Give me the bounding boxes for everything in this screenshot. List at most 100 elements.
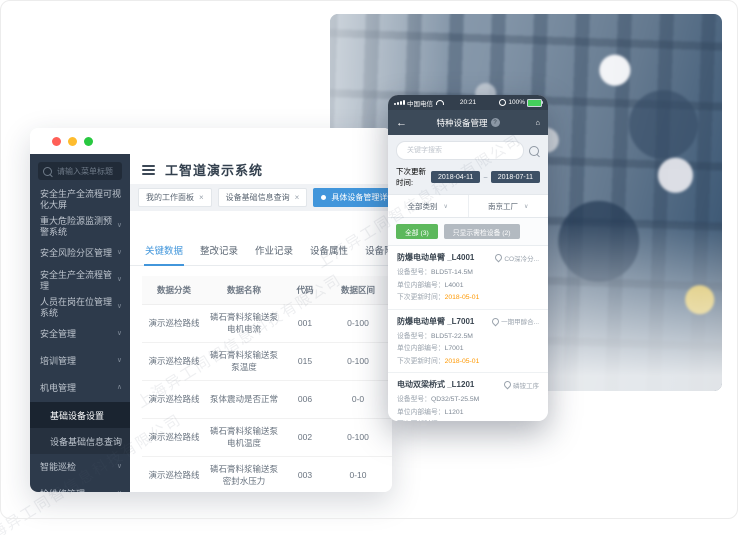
date-from-button[interactable]: 2018-04-11 xyxy=(431,171,481,183)
main-content: 工智道演示系统 我的工作面板 × 设备基础信息查询 × 具体设备管理详情 × 关… xyxy=(130,154,392,492)
sidebar-item-mech-elec[interactable]: 机电管理 ∧ xyxy=(40,383,122,394)
data-table: 数据分类 数据名称 代码 数据区间 数据控制区间 演示巡检路线 磷石膏料浆输送泵… xyxy=(142,276,392,492)
next-update-value: 2018-05-01 xyxy=(444,294,480,301)
keyword-search-input[interactable] xyxy=(405,146,515,155)
alarm-icon xyxy=(499,99,507,106)
filter-chip-all[interactable]: 全部 (3) xyxy=(396,224,438,239)
sidebar-search[interactable] xyxy=(38,162,129,180)
close-icon[interactable]: × xyxy=(294,193,300,202)
filter-chip-needs-inspection[interactable]: 只显示需检设备 (2) xyxy=(443,224,520,239)
location-pin-icon xyxy=(493,252,504,263)
next-update-value: 2018-05-01 xyxy=(444,357,480,365)
chevron-down-icon: ∨ xyxy=(116,303,122,311)
next-update-label: 下次更新时间： xyxy=(397,294,445,301)
phone-overlay: 中国电信 20:21 100% ← 特种设备管理 ? ⌂ 下次更新时间: 201… xyxy=(388,95,548,421)
internal-code-label: 单位内部编号： xyxy=(397,281,445,289)
table-row: 演示巡检路线 磷石膏料浆输送泵密封水压力 003 0-10 1.5-3.5 xyxy=(142,456,392,492)
sidebar-item-personnel[interactable]: 人员在岗在位管理系统 ∨ xyxy=(40,297,122,318)
model-value: BLD5T-22.5M xyxy=(430,332,473,340)
chevron-down-icon: ∨ xyxy=(116,222,122,230)
chevron-down-icon: ∨ xyxy=(524,203,529,210)
equipment-card[interactable]: 电动双梁桥式 _L1201 磷铵工序 设备型号：QD32/5T-25.5M 单位… xyxy=(388,373,548,421)
signal-icon xyxy=(394,100,405,105)
subtab-rectify-records[interactable]: 整改记录 xyxy=(200,246,239,257)
sidebar-item-equipment-info-query[interactable]: 设备基础信息查询 xyxy=(50,436,123,447)
phone-nav-bar: ← 特种设备管理 ? ⌂ xyxy=(388,110,548,135)
battery-icon xyxy=(527,98,543,107)
home-icon[interactable]: ⌂ xyxy=(535,118,540,127)
phone-page-title: 特种设备管理 ? xyxy=(416,117,520,129)
minimize-window-button[interactable] xyxy=(68,136,77,146)
close-window-button[interactable] xyxy=(52,136,61,146)
desktop-window: 安全生产全流程可视化大屏 重大危险源监测预警系统 ∨ 安全风险分区管理 ∨ 安全… xyxy=(30,128,392,492)
chevron-down-icon: ∨ xyxy=(116,330,122,338)
chevron-down-icon: ∨ xyxy=(116,249,122,257)
table-header-row: 数据分类 数据名称 代码 数据区间 数据控制区间 xyxy=(142,276,392,305)
model-value: BLD5T-14.5M xyxy=(430,269,473,276)
date-filter-label: 下次更新时间: xyxy=(396,167,426,187)
next-update-label: 下次更新时间： xyxy=(397,357,445,365)
internal-code-label: 单位内部编号： xyxy=(397,345,445,352)
sidebar-item-training[interactable]: 培训管理 ∨ xyxy=(40,356,122,367)
sidebar-search-input[interactable] xyxy=(55,165,129,177)
chevron-down-icon: ∨ xyxy=(116,463,122,471)
tab-equipment-detail[interactable]: 具体设备管理详情 × xyxy=(313,188,392,207)
phone-status-bar: 中国电信 20:21 100% xyxy=(388,95,548,110)
equipment-card[interactable]: 防爆电动单臂 _L4001 CO深冷分... 设备型号：BLD5T-14.5M … xyxy=(388,246,548,310)
chevron-up-icon: ∧ xyxy=(116,384,122,392)
keyword-search-field[interactable] xyxy=(396,141,524,160)
equipment-location: 磷铵工序 xyxy=(502,379,539,390)
location-pin-icon xyxy=(502,379,513,390)
sidebar-submenu: 基础设备设置 设备基础信息查询 xyxy=(30,402,130,454)
subtab-equipment-props[interactable]: 设备属性 xyxy=(310,246,349,257)
chevron-down-icon: ∨ xyxy=(443,203,448,210)
equipment-title: 防爆电动单臂 _L7001 xyxy=(397,316,475,326)
search-icon[interactable] xyxy=(529,145,539,156)
sidebar-item-safety-mgmt[interactable]: 安全管理 ∨ xyxy=(40,329,122,340)
category-dropdown[interactable]: 全部类别 ∨ xyxy=(407,201,448,211)
data-table-wrap: 数据分类 数据名称 代码 数据区间 数据控制区间 演示巡检路线 磷石膏料浆输送泵… xyxy=(142,276,392,492)
sidebar-item-smart-inspection[interactable]: 智能巡检 ∨ xyxy=(40,462,122,473)
table-row: 演示巡检路线 磷石膏料浆输送泵泵温度 015 0-100 0-65 xyxy=(142,342,392,381)
sidebar-item-maintenance[interactable]: 检维修管理 ∨ xyxy=(30,481,130,492)
zoom-window-button[interactable] xyxy=(84,136,93,146)
sidebar-item-process-mgmt[interactable]: 安全生产全流程管理 ∨ xyxy=(40,270,122,291)
subtab-attachments[interactable]: 设备附件 xyxy=(365,246,392,257)
equipment-list: 防爆电动单臂 _L4001 CO深冷分... 设备型号：BLD5T-14.5M … xyxy=(388,246,548,421)
chevron-down-icon: ∨ xyxy=(116,357,122,365)
factory-dropdown[interactable]: 南京工厂 ∨ xyxy=(467,195,549,217)
model-value: QD32/5T-25.5M xyxy=(430,396,480,403)
equipment-card[interactable]: 防爆电动单臂 _L7001 一期甲醇合... 设备型号：BLD5T-22.5M … xyxy=(388,310,548,373)
chevron-down-icon: ∨ xyxy=(116,276,122,284)
detail-subtabs: 关键数据 整改记录 作业记录 设备属性 设备附件 特种设备附件 xyxy=(130,237,392,266)
table-row: 演示巡检路线 泵体震动是否正常 006 0-0 0-0 xyxy=(142,380,392,419)
sidebar: 安全生产全流程可视化大屏 重大危险源监测预警系统 ∨ 安全风险分区管理 ∨ 安全… xyxy=(30,154,130,492)
help-icon[interactable]: ? xyxy=(490,118,500,127)
date-range-separator: ~ xyxy=(483,172,488,182)
page-title: 工智道演示系统 xyxy=(165,163,264,178)
close-icon[interactable]: × xyxy=(199,193,204,202)
sidebar-item-basic-equipment[interactable]: 基础设备设置 xyxy=(30,402,130,428)
location-pin-icon xyxy=(490,316,501,326)
internal-code-value: L7001 xyxy=(444,345,464,352)
wifi-icon xyxy=(436,100,444,105)
carrier-label: 中国电信 xyxy=(407,100,433,108)
equipment-location: CO深冷分... xyxy=(493,252,539,263)
sidebar-item-hazard-monitor[interactable]: 重大危险源监测预警系统 ∨ xyxy=(40,216,122,237)
equipment-location: 一期甲醇合... xyxy=(490,316,539,326)
sidebar-item-visual-screen[interactable]: 安全生产全流程可视化大屏 xyxy=(40,189,122,210)
subtab-key-data[interactable]: 关键数据 xyxy=(144,237,185,266)
tab-equipment-info-query[interactable]: 设备基础信息查询 × xyxy=(217,188,308,207)
tab-strip: 我的工作面板 × 设备基础信息查询 × 具体设备管理详情 × xyxy=(130,184,392,211)
sidebar-item-risk-zone[interactable]: 安全风险分区管理 ∨ xyxy=(40,248,122,259)
equipment-title: 防爆电动单臂 _L4001 xyxy=(397,253,475,262)
date-to-button[interactable]: 2018-07-11 xyxy=(490,171,540,183)
model-label: 设备型号： xyxy=(397,269,431,276)
equipment-title: 电动双梁桥式 _L1201 xyxy=(397,380,475,389)
internal-code-value: L4001 xyxy=(444,281,464,289)
tab-my-workspace[interactable]: 我的工作面板 × xyxy=(138,188,212,207)
hamburger-menu-icon[interactable] xyxy=(142,164,155,175)
subtab-work-records[interactable]: 作业记录 xyxy=(255,246,294,257)
back-arrow-icon[interactable]: ← xyxy=(396,116,407,129)
table-row: 演示巡检路线 磷石膏料浆输送泵电机电流 001 0-100 22-58 xyxy=(142,304,392,343)
